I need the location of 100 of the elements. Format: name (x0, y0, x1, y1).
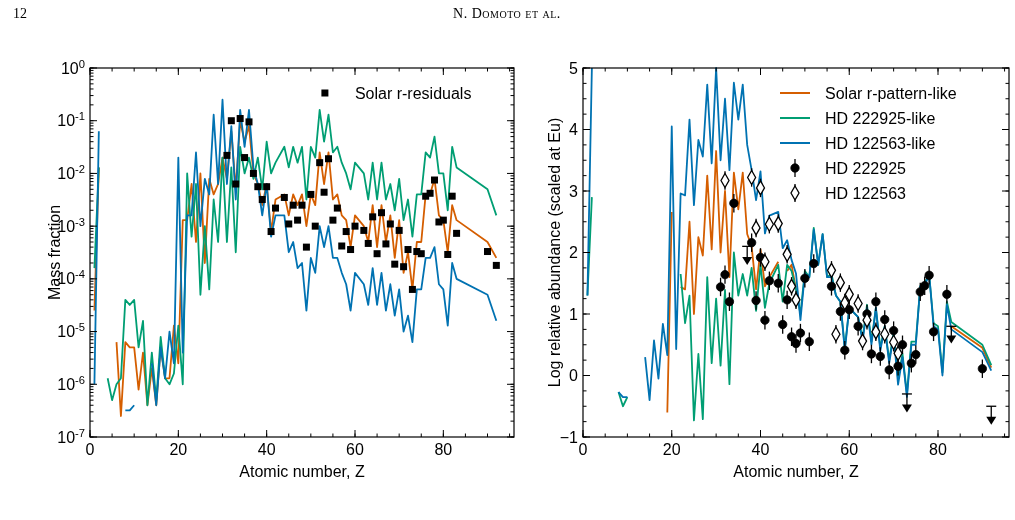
legend-label: Solar r-pattern-like (825, 84, 957, 102)
y-axis-title: Log relative abundance (scaled at Eu) (546, 117, 563, 388)
point (364, 239, 372, 247)
point (889, 326, 899, 336)
y-tick-label: 1 (569, 305, 579, 323)
y-tick-label: 4 (569, 121, 579, 139)
point (724, 297, 735, 307)
point (826, 281, 837, 291)
x-tick-label: 20 (662, 441, 681, 458)
point (760, 315, 770, 325)
point (400, 263, 408, 271)
point (778, 319, 788, 330)
point (786, 332, 797, 342)
y-tick-label: 5 (569, 59, 579, 77)
point (325, 155, 332, 163)
y-tick-label: 0 (569, 367, 579, 385)
point (294, 216, 302, 224)
point (408, 285, 416, 293)
point (795, 328, 806, 338)
point (431, 176, 438, 184)
point (289, 201, 297, 209)
point (906, 358, 916, 368)
point (764, 276, 774, 286)
point (773, 278, 783, 288)
y-tick-label: 3 (569, 182, 579, 200)
point (338, 242, 346, 250)
point (928, 327, 939, 337)
point (311, 222, 319, 230)
y-tick-label: 10$^{-6}$ (57, 373, 85, 393)
point (351, 222, 359, 230)
legend-label: HD 222925 (825, 159, 907, 177)
point (484, 248, 491, 256)
point (747, 238, 757, 248)
point (254, 183, 262, 191)
point (369, 213, 377, 221)
x-tick-label: 60 (840, 441, 859, 458)
point (942, 289, 952, 299)
y-tick-label: 10$^{-1}$ (57, 110, 85, 130)
point (840, 345, 850, 355)
point (333, 204, 341, 212)
point (875, 351, 885, 362)
point (782, 295, 792, 305)
point (342, 228, 350, 236)
legend-label: HD 122563-like (825, 134, 936, 152)
point (915, 287, 925, 297)
point (249, 169, 257, 177)
x-tick-label: 80 (434, 441, 453, 458)
point (911, 349, 921, 360)
point (920, 281, 930, 291)
point (809, 258, 819, 269)
point (417, 250, 425, 258)
x-tick-label: 40 (751, 441, 770, 458)
point (378, 209, 385, 217)
y-tick-label: 10$^{-5}$ (57, 321, 85, 341)
point (241, 154, 249, 162)
point (320, 188, 328, 196)
text: 12 (13, 6, 27, 21)
point (448, 192, 456, 200)
point (223, 151, 231, 159)
point (729, 198, 739, 208)
x-tick-label: 40 (257, 441, 276, 458)
y-tick-label: 10$^{0}$ (60, 57, 85, 77)
point (347, 246, 355, 254)
legend-label: HD 222925-like (825, 109, 936, 127)
point (280, 193, 288, 201)
point (298, 201, 306, 209)
point (893, 361, 903, 371)
point (884, 365, 894, 375)
point (258, 196, 266, 204)
y-tick-label: 2 (569, 244, 579, 262)
point (329, 216, 337, 224)
point (977, 364, 987, 374)
point (439, 216, 447, 224)
legend-label: Solar r-residuals (354, 84, 472, 102)
point (901, 404, 912, 413)
point (272, 204, 279, 212)
point (382, 240, 390, 248)
point (395, 226, 403, 234)
point (426, 189, 434, 197)
point (360, 226, 368, 234)
point (897, 340, 908, 350)
x-axis-title: Atomic number, Z (239, 463, 365, 480)
point (866, 349, 877, 359)
point (391, 260, 399, 268)
y-tick-label: 10$^{-7}$ (57, 426, 85, 446)
point (386, 220, 394, 228)
y-tick-label: −1 (559, 428, 579, 446)
y-tick-label: 10$^{-2}$ (57, 163, 85, 183)
point (245, 118, 253, 126)
point (453, 229, 461, 237)
x-tick-label: 20 (169, 441, 188, 458)
point (307, 190, 315, 198)
legend-label: HD 122563 (825, 184, 907, 202)
point (285, 220, 293, 228)
x-tick-label: 60 (346, 441, 364, 458)
x-tick-label: 80 (929, 441, 947, 458)
point (804, 337, 814, 347)
point (302, 243, 310, 251)
text: N. Domoto et al. (453, 6, 561, 21)
point (844, 305, 854, 315)
